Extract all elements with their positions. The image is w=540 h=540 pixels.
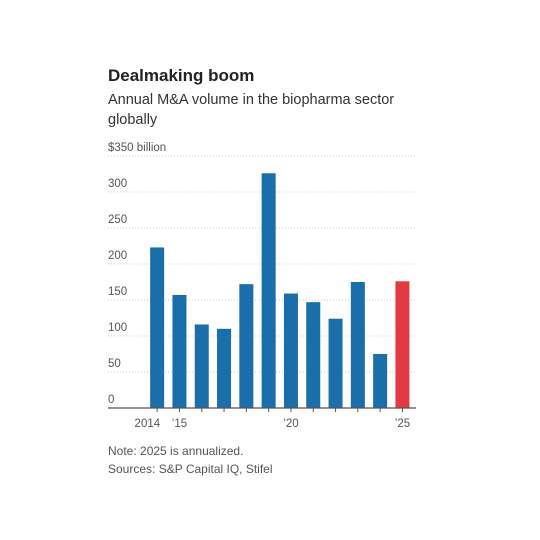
y-tick-label: 50 (108, 358, 121, 370)
bar-2025 (395, 281, 410, 408)
chart-subtitle: Annual M&A volume in the biopharma secto… (108, 92, 395, 128)
bar-chart: 0 50 100 150 200 250 300 $350 billion 2014 ’15 ’20… (108, 142, 416, 430)
x-tick-label: 2014 (135, 418, 161, 430)
chart-note: Note: 2025 is annualized. (108, 444, 244, 458)
x-tick-label: ’15 (172, 418, 187, 430)
chart-title: Dealmaking boom (108, 66, 255, 85)
y-tick-label: $350 billion (108, 142, 166, 154)
bar-2021 (306, 302, 321, 408)
y-tick-label: 300 (108, 178, 127, 190)
chart-sources: Sources: S&P Capital IQ, Stifel (108, 462, 273, 476)
y-tick-label: 0 (108, 394, 114, 406)
y-tick-label: 200 (108, 250, 127, 262)
bar-2023 (350, 282, 365, 408)
bar-2014 (150, 247, 165, 408)
bar-2019 (261, 173, 276, 408)
bar-2016 (194, 324, 209, 408)
x-tick-label: ’20 (283, 418, 298, 430)
x-tick-label: ’25 (395, 418, 410, 430)
bar-2022 (328, 318, 343, 408)
bar-2024 (373, 354, 388, 408)
y-tick-label: 250 (108, 214, 127, 226)
bar-2017 (217, 328, 232, 408)
bar-2020 (283, 293, 298, 408)
y-tick-label: 150 (108, 286, 127, 298)
bar-2018 (239, 284, 254, 408)
bar-2015 (172, 294, 187, 408)
y-tick-label: 100 (108, 322, 127, 334)
